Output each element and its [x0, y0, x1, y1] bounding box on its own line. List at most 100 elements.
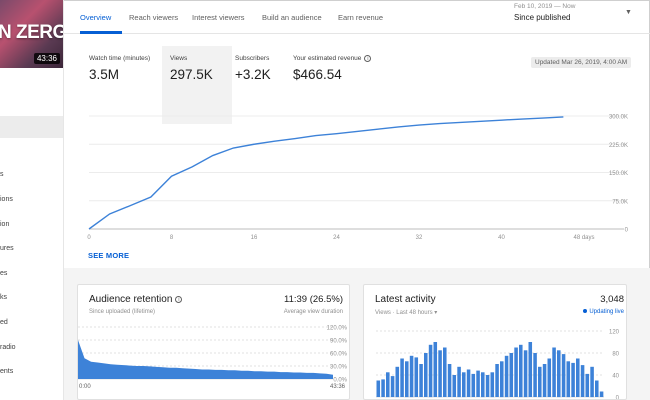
- chevron-down-icon[interactable]: ▼: [625, 9, 632, 16]
- activity-bar[interactable]: [519, 344, 523, 398]
- see-more-link[interactable]: SEE MORE: [88, 251, 130, 260]
- sidebar-item[interactable]: ents: [0, 368, 14, 375]
- tab-reach-viewers[interactable]: Reach viewers: [129, 13, 179, 22]
- activity-bar[interactable]: [561, 354, 566, 397]
- sidebar-item-analytics-active[interactable]: [0, 116, 63, 138]
- metric-watch-time[interactable]: Watch time (minutes) 3.5M: [81, 46, 151, 124]
- tab-overview[interactable]: Overview: [80, 13, 112, 22]
- activity-bar[interactable]: [547, 358, 552, 398]
- sidebar-item[interactable]: ks: [0, 294, 7, 301]
- activity-bar[interactable]: [476, 370, 480, 397]
- activity-bar[interactable]: [566, 361, 571, 398]
- activity-bar[interactable]: [414, 357, 419, 397]
- activity-bar[interactable]: [457, 366, 461, 398]
- y-tick-label: 90.0%: [330, 339, 348, 345]
- video-duration: 43:36: [33, 53, 60, 64]
- tab-interest-viewers[interactable]: Interest viewers: [192, 13, 245, 22]
- info-icon[interactable]: i: [364, 55, 372, 62]
- card-title: Latest activity: [375, 294, 436, 305]
- date-range-text: Feb 10, 2019 — Now: [514, 3, 576, 10]
- activity-bar-chart: 120 80 40 0: [376, 330, 620, 399]
- activity-bar[interactable]: [400, 358, 404, 398]
- activity-bar[interactable]: [523, 350, 528, 398]
- y-tick-label: 300.0K: [609, 115, 628, 121]
- activity-bar[interactable]: [381, 379, 385, 397]
- activity-bar[interactable]: [481, 372, 485, 398]
- metric-views[interactable]: Views 297.5K: [162, 46, 232, 124]
- activity-bar[interactable]: [576, 358, 580, 398]
- thumbnail-title: N ZERG: [0, 22, 64, 43]
- updating-live-label: Updating live: [589, 309, 624, 315]
- metric-value: 3.5M: [89, 67, 120, 82]
- tab-build-audience[interactable]: Build an audience: [262, 13, 322, 22]
- analytics-tabs: Overview Reach viewers Interest viewers …: [64, 0, 650, 34]
- y-tick-label: 150.0K: [609, 171, 628, 177]
- x-tick-label: 43:36: [330, 384, 346, 390]
- metric-value: $466.54: [293, 67, 342, 82]
- sidebar-item[interactable]: ion: [0, 221, 10, 228]
- activity-bar[interactable]: [443, 347, 447, 398]
- activity-bar[interactable]: [599, 391, 604, 398]
- activity-bar[interactable]: [533, 353, 537, 397]
- activity-bar[interactable]: [386, 372, 390, 398]
- activity-bar[interactable]: [542, 364, 547, 397]
- views-line-chart-svg: 0 75.0K 150.0K 225.0K 300.0K 0 8 16 24 32 40 48 day…: [87, 115, 628, 242]
- sidebar-item[interactable]: ures: [0, 245, 14, 252]
- activity-bar[interactable]: [485, 375, 490, 397]
- views-line-chart[interactable]: 0 75.0K 150.0K 225.0K 300.0K 0 8 16 24 32 40 48 day…: [64, 100, 650, 245]
- activity-bar[interactable]: [500, 361, 504, 398]
- sidebar-item[interactable]: ions: [0, 196, 13, 203]
- activity-bar[interactable]: [490, 372, 495, 398]
- activity-bar[interactable]: [376, 380, 381, 398]
- sidebar-item[interactable]: s: [0, 171, 4, 178]
- metric-subscribers[interactable]: Subscribers +3.2K: [227, 46, 297, 124]
- video-thumbnail[interactable]: N ZERG 43:36: [0, 0, 64, 68]
- activity-bar[interactable]: [504, 355, 509, 398]
- date-range-selector[interactable]: Since published: [514, 13, 571, 22]
- y-tick-label: 60.0%: [330, 352, 348, 358]
- activity-bar[interactable]: [552, 347, 556, 398]
- activity-bar[interactable]: [538, 366, 542, 398]
- activity-bar[interactable]: [428, 344, 433, 398]
- activity-bar[interactable]: [438, 350, 442, 398]
- activity-bar[interactable]: [580, 365, 585, 397]
- activity-bar[interactable]: [557, 350, 561, 398]
- x-tick-label: 0: [87, 235, 91, 241]
- activity-bar[interactable]: [433, 342, 438, 397]
- latest-activity-card[interactable]: Latest activity Views · Last 48 hours ▾ …: [363, 284, 627, 400]
- activity-bar[interactable]: [447, 364, 452, 397]
- sidebar-item[interactable]: es: [0, 270, 8, 277]
- tab-earn-revenue[interactable]: Earn revenue: [338, 13, 384, 22]
- activity-bar[interactable]: [495, 364, 499, 397]
- activity-total-value: 3,048: [600, 294, 624, 305]
- metric-revenue[interactable]: Your estimated revenue i $466.54: [285, 46, 385, 124]
- info-icon[interactable]: i: [175, 295, 183, 303]
- activity-bar[interactable]: [466, 369, 471, 398]
- y-tick-label: 120: [609, 330, 620, 336]
- average-view-duration-label: Average view duration: [283, 309, 343, 315]
- activity-bar[interactable]: [595, 380, 599, 398]
- audience-retention-card[interactable]: Audience retention i Since uploaded (life…: [77, 284, 350, 400]
- activity-bar[interactable]: [528, 342, 533, 397]
- activity-bar[interactable]: [514, 347, 518, 398]
- activity-bar[interactable]: [462, 372, 466, 398]
- activity-bar[interactable]: [409, 355, 414, 398]
- activity-bar[interactable]: [590, 366, 594, 398]
- activity-bar[interactable]: [452, 375, 457, 397]
- activity-bar[interactable]: [571, 362, 575, 397]
- activity-bar[interactable]: [419, 364, 423, 397]
- activity-metric-dropdown[interactable]: Views · Last 48 hours ▾: [375, 309, 437, 316]
- y-tick-label: 75.0K: [612, 199, 628, 205]
- x-tick-label: 24: [333, 235, 340, 241]
- activity-bar[interactable]: [585, 373, 590, 397]
- activity-bar[interactable]: [395, 366, 400, 398]
- sidebar-item[interactable]: radio: [0, 344, 16, 351]
- activity-bar[interactable]: [390, 376, 395, 397]
- activity-bar[interactable]: [509, 353, 514, 397]
- y-tick-label: 225.0K: [609, 143, 628, 149]
- activity-bar[interactable]: [405, 361, 409, 398]
- activity-bar[interactable]: [471, 373, 476, 397]
- activity-bar[interactable]: [424, 353, 428, 397]
- metric-label: Views: [170, 55, 188, 62]
- sidebar-item[interactable]: ed: [0, 319, 8, 326]
